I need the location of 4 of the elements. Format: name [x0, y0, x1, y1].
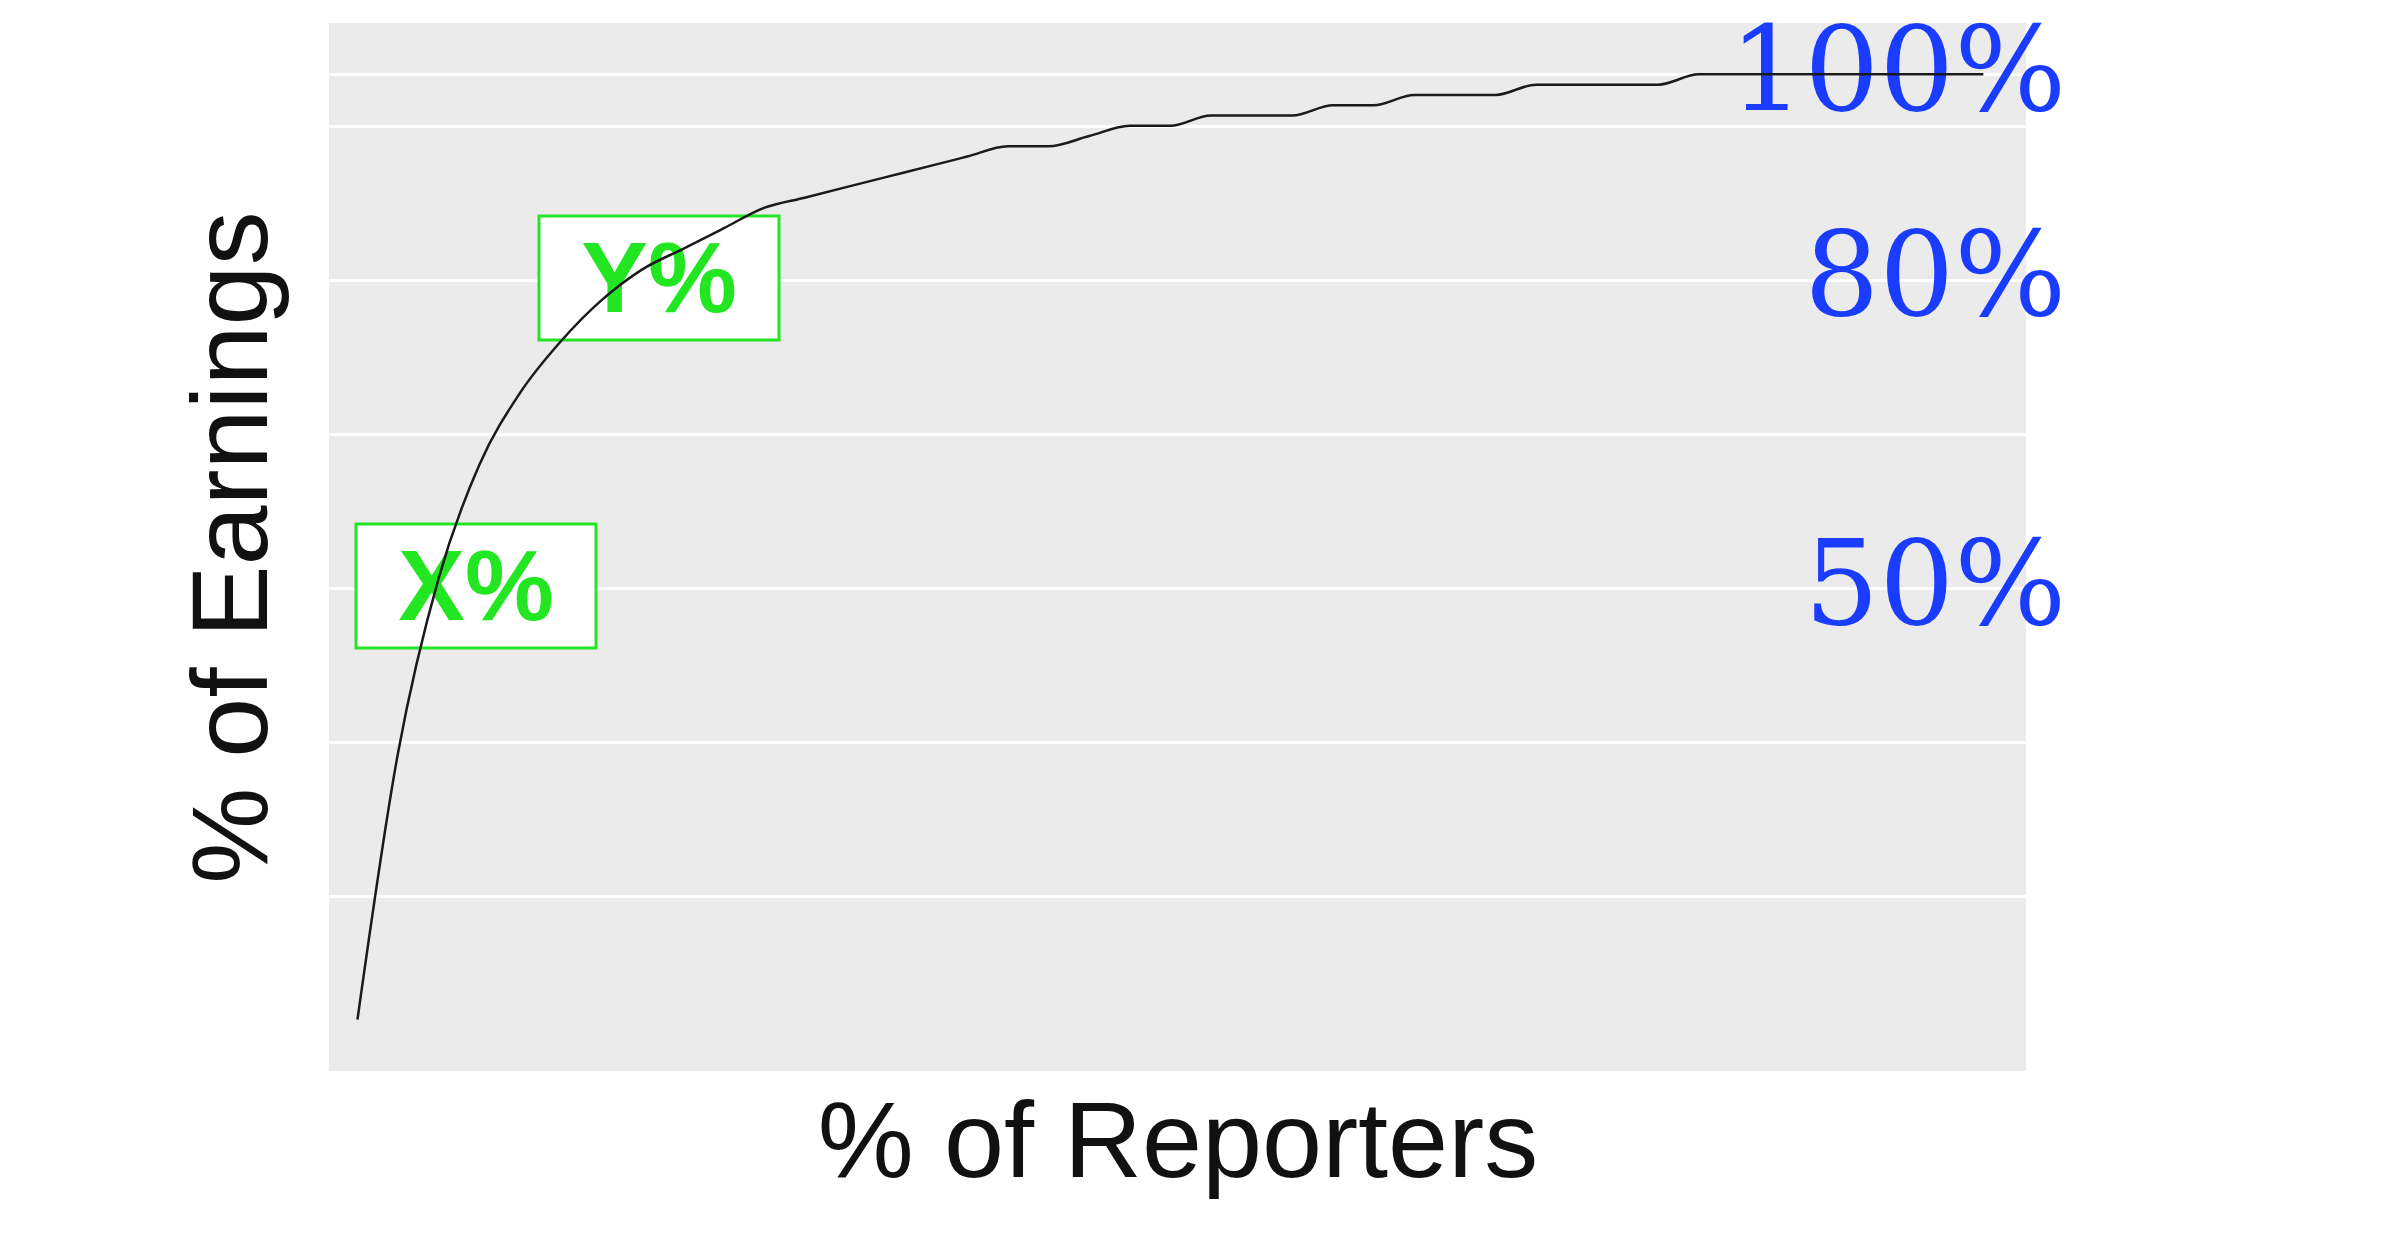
y-tick-label: 50%: [1804, 513, 2067, 652]
y-tick-label: 80%: [1804, 205, 2067, 344]
y-axis-title: % of Earnings: [168, 211, 290, 884]
x-axis-title: % of Reporters: [817, 1078, 1539, 1200]
